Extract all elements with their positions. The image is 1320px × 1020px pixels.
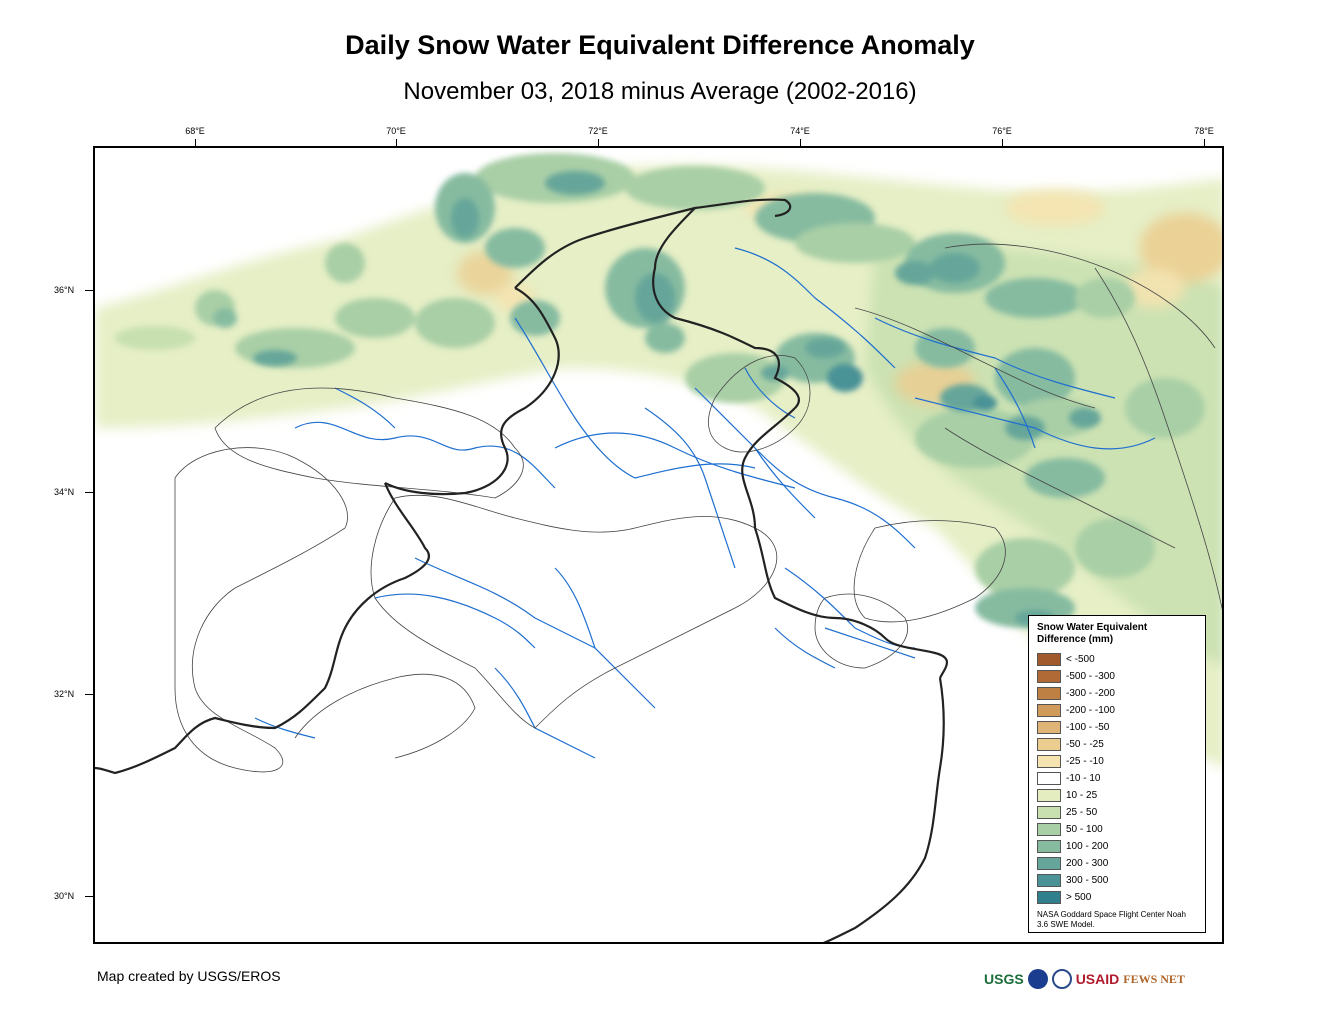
legend-item: -100 - -50: [1037, 719, 1197, 736]
legend-item: -10 - 10: [1037, 770, 1197, 787]
usaid-seal-icon: [1051, 969, 1072, 989]
map-frame[interactable]: [93, 146, 1224, 944]
legend-label: 25 - 50: [1066, 807, 1098, 818]
legend-swatch: [1037, 704, 1061, 717]
legend-item: 300 - 500: [1037, 872, 1197, 889]
legend-label: > 500: [1066, 892, 1092, 903]
legend-item: 25 - 50: [1037, 804, 1197, 821]
basin-boundaries: [174, 243, 1222, 773]
legend-label: -10 - 10: [1066, 773, 1101, 784]
usaid-logo[interactable]: USAID: [1075, 971, 1120, 987]
lat-tick: [85, 492, 93, 493]
legend-item: -300 - -200: [1037, 685, 1197, 702]
lat-label-36n: 36°N: [54, 285, 75, 295]
lon-tick: [396, 139, 397, 147]
lon-tick: [598, 139, 599, 147]
lon-label-70e: 70°E: [386, 126, 406, 136]
legend-item: 10 - 25: [1037, 787, 1197, 804]
legend-swatch: [1037, 840, 1061, 853]
legend-label: -25 - -10: [1066, 756, 1104, 767]
lon-tick: [800, 139, 801, 147]
legend-label: 10 - 25: [1066, 790, 1098, 801]
legend-swatch: [1037, 806, 1061, 819]
legend-item: -25 - -10: [1037, 753, 1197, 770]
legend-label: -500 - -300: [1066, 671, 1115, 682]
lat-label-32n: 32°N: [54, 689, 75, 699]
anomaly-strong-positive: [253, 171, 1101, 626]
legend-swatch: [1037, 772, 1061, 785]
legend-item: 50 - 100: [1037, 821, 1197, 838]
legend-swatch: [1037, 874, 1061, 887]
lon-tick: [1002, 139, 1003, 147]
rivers: [254, 247, 1156, 759]
lat-label-30n: 30°N: [54, 891, 75, 901]
lon-label-78e: 78°E: [1194, 126, 1214, 136]
legend-label: -50 - -25: [1066, 739, 1104, 750]
lon-label-72e: 72°E: [588, 126, 608, 136]
fews-net-logo[interactable]: FEWS NET: [1123, 971, 1185, 986]
legend-item: 100 - 200: [1037, 838, 1197, 855]
legend-swatch: [1037, 653, 1061, 666]
legend-label: 300 - 500: [1066, 875, 1109, 886]
anomaly-medium-positive: [115, 153, 1205, 628]
legend-swatch: [1037, 687, 1061, 700]
lon-label-74e: 74°E: [790, 126, 810, 136]
legend-rows: < -500 -500 - -300 -300 - -200 -200 - -100 -…: [1037, 651, 1197, 906]
legend-title: Snow Water Equivalent Difference (mm): [1037, 622, 1148, 645]
legend-label: < -500: [1066, 654, 1095, 665]
lon-label-68e: 68°E: [185, 126, 205, 136]
lat-label-34n: 34°N: [54, 487, 75, 497]
lat-tick: [85, 896, 93, 897]
lon-label-76e: 76°E: [992, 126, 1012, 136]
nasa-logo-icon[interactable]: [1027, 969, 1048, 989]
legend-swatch: [1037, 789, 1061, 802]
legend-item: > 500: [1037, 889, 1197, 906]
legend-swatch: [1037, 738, 1061, 751]
legend-item: -200 - -100: [1037, 702, 1197, 719]
legend-swatch: [1037, 891, 1061, 904]
lon-tick: [1204, 139, 1205, 147]
legend-source: NASA Goddard Space Flight Center Noah 3.…: [1037, 910, 1186, 929]
usgs-logo[interactable]: USGS: [984, 971, 1024, 987]
legend-swatch: [1037, 670, 1061, 683]
map-subtitle: November 03, 2018 minus Average (2002-20…: [403, 78, 917, 105]
legend-label: 100 - 200: [1066, 841, 1109, 852]
legend-label: 200 - 300: [1066, 858, 1109, 869]
map-title: Daily Snow Water Equivalent Difference A…: [345, 30, 975, 60]
legend-swatch: [1037, 721, 1061, 734]
legend-item: -500 - -300: [1037, 668, 1197, 685]
legend-label: -300 - -200: [1066, 688, 1115, 699]
map-credit: Map created by USGS/EROS: [97, 968, 281, 984]
map-legend: Snow Water Equivalent Difference (mm) < …: [1028, 615, 1206, 933]
legend-swatch: [1037, 823, 1061, 836]
legend-item: -50 - -25: [1037, 736, 1197, 753]
legend-label: -200 - -100: [1066, 705, 1115, 716]
snow-anomaly-map: [95, 153, 1222, 942]
international-boundary: [95, 198, 948, 942]
legend-item: 200 - 300: [1037, 855, 1197, 872]
lat-tick: [85, 290, 93, 291]
legend-label: 50 - 100: [1066, 824, 1103, 835]
partner-logos: USGS USAID FEWS NET: [984, 966, 1224, 992]
legend-item: < -500: [1037, 651, 1197, 668]
legend-label: -100 - -50: [1066, 722, 1110, 733]
legend-swatch: [1037, 857, 1061, 870]
lon-tick: [195, 139, 196, 147]
legend-swatch: [1037, 755, 1061, 768]
lat-tick: [85, 694, 93, 695]
